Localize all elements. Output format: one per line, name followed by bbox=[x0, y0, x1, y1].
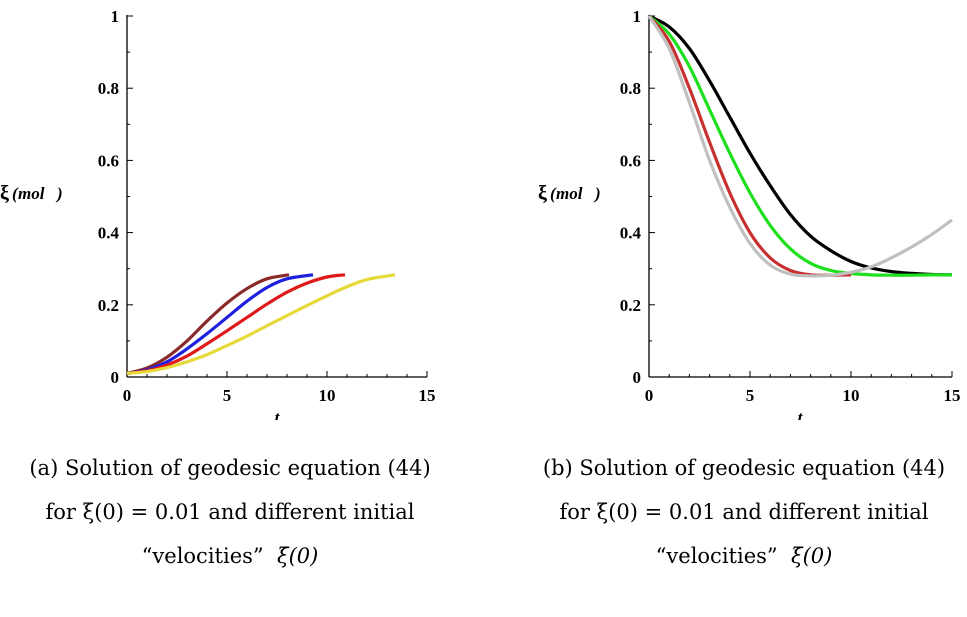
series-group bbox=[126, 273, 396, 375]
series-line-4 bbox=[647, 15, 953, 278]
caption-b-line-3-math: ξ̇(0) bbox=[791, 544, 833, 568]
series-line-2 bbox=[647, 14, 953, 277]
caption-a-line-1: (a) Solution of geodesic equation (44) bbox=[29, 456, 431, 480]
caption-b-line-3-text: “velocities” bbox=[655, 544, 778, 568]
y-axis-label: ξ ( mol ) bbox=[0, 182, 63, 204]
caption-b-line-1: (b) Solution of geodesic equation (44) bbox=[542, 456, 946, 480]
y-tick-label: 0.8 bbox=[620, 79, 641, 98]
chart-b: ξ ( mol ) 00.20.40.60.810 5 10 15 t bbox=[538, 7, 961, 420]
caption-a-line-3-text: “velocities” bbox=[141, 544, 264, 568]
y-axis-label-unit: mol bbox=[18, 184, 45, 203]
x-tick-label: 10 bbox=[843, 386, 860, 405]
series-line-3 bbox=[647, 14, 852, 277]
series-line-3 bbox=[126, 273, 346, 375]
caption-a: (a) Solution of geodesic equation (44) f… bbox=[0, 458, 490, 567]
caption-b-line-2: for ξ(0) = 0.01 and different initial bbox=[559, 500, 929, 524]
y-tick-label: 1 bbox=[633, 7, 642, 26]
y-axis-label-unit: mol bbox=[556, 184, 583, 203]
y-tick-label: 1 bbox=[111, 7, 120, 26]
series-line-2 bbox=[126, 273, 314, 375]
y-tick-label: 0.6 bbox=[620, 151, 641, 170]
x-axis-label: t bbox=[275, 408, 281, 420]
y-tick-label: 0.4 bbox=[620, 224, 642, 243]
chart-a: ξ ( mol ) 00.20.40.60.810 5 10 15 t bbox=[0, 7, 436, 420]
y-axis-label-unit-open: ( bbox=[12, 184, 19, 203]
y-tick-label: 0.8 bbox=[98, 79, 119, 98]
caption-a-line-3: “velocities” ξ̇(0) bbox=[0, 546, 490, 567]
x-tick-label: 0 bbox=[645, 386, 654, 405]
y-tick-label: 0.2 bbox=[620, 296, 641, 315]
x-tick-label: 15 bbox=[944, 386, 961, 405]
x-tick-label: 5 bbox=[746, 386, 755, 405]
caption-b-line-3: “velocities” ξ̇(0) bbox=[484, 546, 967, 567]
tick-group: 00.20.40.60.810 5 10 15 bbox=[620, 7, 961, 405]
y-axis-label-symbol: ξ bbox=[0, 182, 9, 204]
caption-b: (b) Solution of geodesic equation (44) f… bbox=[484, 458, 967, 567]
series-line-4 bbox=[126, 273, 396, 375]
y-axis-label-unit-close: ) bbox=[593, 184, 601, 203]
x-tick-label: 15 bbox=[419, 386, 436, 405]
y-tick-label: 0.4 bbox=[98, 224, 120, 243]
x-tick-label: 10 bbox=[319, 386, 336, 405]
caption-a-line-2: for ξ(0) = 0.01 and different initial bbox=[45, 500, 415, 524]
x-axis-label: t bbox=[798, 408, 804, 420]
y-tick-label: 0 bbox=[633, 368, 642, 387]
y-axis-label-unit-close: ) bbox=[55, 184, 63, 203]
series-line-1 bbox=[126, 273, 290, 375]
caption-a-line-3-math: ξ̇(0) bbox=[277, 544, 319, 568]
y-tick-label: 0.6 bbox=[98, 151, 119, 170]
y-axis-label: ξ ( mol ) bbox=[538, 182, 601, 204]
y-tick-label: 0.2 bbox=[98, 296, 119, 315]
y-tick-label: 0 bbox=[111, 368, 120, 387]
y-axis-label-symbol: ξ bbox=[538, 182, 547, 204]
x-tick-label: 0 bbox=[123, 386, 132, 405]
y-axis-label-unit-open: ( bbox=[550, 184, 557, 203]
x-tick-label: 5 bbox=[223, 386, 232, 405]
series-group bbox=[647, 14, 953, 278]
tick-group: 00.20.40.60.810 5 10 15 bbox=[98, 7, 436, 405]
series-line-1 bbox=[648, 14, 953, 277]
